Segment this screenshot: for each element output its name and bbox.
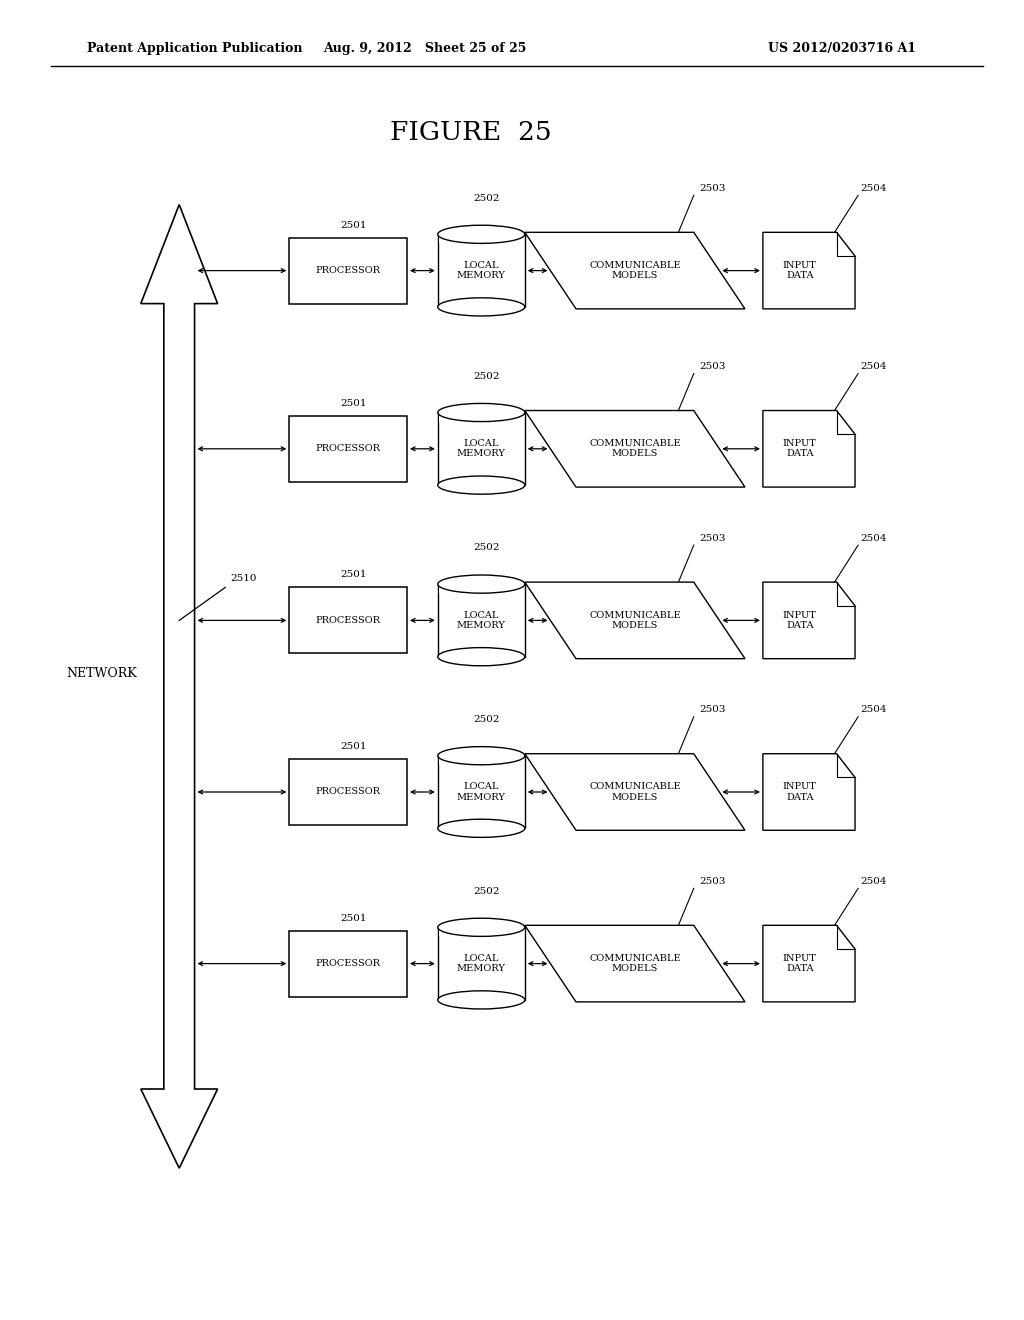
- Text: 2501: 2501: [340, 399, 367, 408]
- Ellipse shape: [438, 747, 524, 764]
- Text: 2504: 2504: [860, 876, 887, 886]
- Text: 2501: 2501: [340, 913, 367, 923]
- Ellipse shape: [438, 404, 524, 421]
- Bar: [438, 927, 524, 1001]
- Text: FIGURE  25: FIGURE 25: [390, 120, 552, 144]
- Text: INPUT
DATA: INPUT DATA: [782, 611, 817, 630]
- Ellipse shape: [438, 226, 524, 243]
- Text: 2502: 2502: [473, 544, 500, 552]
- Text: LOCAL
MEMORY: LOCAL MEMORY: [457, 783, 506, 801]
- Ellipse shape: [438, 298, 524, 315]
- Text: COMMUNICABLE
MODELS: COMMUNICABLE MODELS: [589, 783, 681, 801]
- Text: Patent Application Publication: Patent Application Publication: [87, 42, 302, 55]
- Bar: [290, 931, 408, 997]
- Ellipse shape: [438, 477, 524, 494]
- Ellipse shape: [438, 648, 524, 665]
- Ellipse shape: [438, 991, 524, 1008]
- Text: INPUT
DATA: INPUT DATA: [782, 440, 817, 458]
- Text: 2502: 2502: [473, 372, 500, 380]
- Text: COMMUNICABLE
MODELS: COMMUNICABLE MODELS: [589, 954, 681, 973]
- Text: 2503: 2503: [698, 183, 725, 193]
- Text: 2504: 2504: [860, 183, 887, 193]
- Polygon shape: [524, 754, 745, 830]
- Text: COMMUNICABLE
MODELS: COMMUNICABLE MODELS: [589, 440, 681, 458]
- Ellipse shape: [438, 576, 524, 593]
- Text: Aug. 9, 2012   Sheet 25 of 25: Aug. 9, 2012 Sheet 25 of 25: [324, 42, 526, 55]
- Ellipse shape: [438, 820, 524, 837]
- Bar: [438, 755, 523, 764]
- Bar: [438, 412, 523, 421]
- Polygon shape: [763, 925, 855, 1002]
- Polygon shape: [763, 232, 855, 309]
- Text: 2503: 2503: [698, 705, 725, 714]
- Text: 2504: 2504: [860, 533, 887, 543]
- Text: LOCAL
MEMORY: LOCAL MEMORY: [457, 440, 506, 458]
- Text: 2504: 2504: [860, 362, 887, 371]
- Text: NETWORK: NETWORK: [67, 667, 137, 680]
- Bar: [438, 583, 524, 656]
- Text: 2501: 2501: [340, 570, 367, 579]
- Polygon shape: [140, 205, 217, 1168]
- Polygon shape: [524, 925, 745, 1002]
- Text: 2501: 2501: [340, 220, 367, 230]
- Text: COMMUNICABLE
MODELS: COMMUNICABLE MODELS: [589, 611, 681, 630]
- Text: 2501: 2501: [340, 742, 367, 751]
- Text: INPUT
DATA: INPUT DATA: [782, 954, 817, 973]
- Bar: [290, 587, 408, 653]
- Polygon shape: [524, 411, 745, 487]
- Text: PROCESSOR: PROCESSOR: [315, 267, 381, 275]
- Text: LOCAL
MEMORY: LOCAL MEMORY: [457, 954, 506, 973]
- Text: 2504: 2504: [860, 705, 887, 714]
- Text: PROCESSOR: PROCESSOR: [315, 616, 381, 624]
- Polygon shape: [763, 411, 855, 487]
- Text: INPUT
DATA: INPUT DATA: [782, 261, 817, 280]
- Bar: [438, 234, 524, 306]
- Bar: [438, 583, 523, 593]
- Text: US 2012/0203716 A1: US 2012/0203716 A1: [768, 42, 916, 55]
- Text: INPUT
DATA: INPUT DATA: [782, 783, 817, 801]
- Polygon shape: [524, 232, 745, 309]
- Bar: [290, 759, 408, 825]
- Bar: [438, 232, 523, 243]
- Text: PROCESSOR: PROCESSOR: [315, 788, 381, 796]
- Bar: [438, 925, 523, 936]
- Text: 2502: 2502: [473, 194, 500, 202]
- Text: 2503: 2503: [698, 362, 725, 371]
- Text: PROCESSOR: PROCESSOR: [315, 960, 381, 968]
- Text: 2502: 2502: [473, 887, 500, 895]
- Polygon shape: [763, 582, 855, 659]
- Polygon shape: [524, 582, 745, 659]
- Polygon shape: [763, 754, 855, 830]
- Bar: [290, 416, 408, 482]
- Text: LOCAL
MEMORY: LOCAL MEMORY: [457, 611, 506, 630]
- Text: 2502: 2502: [473, 715, 500, 723]
- Text: 2503: 2503: [698, 533, 725, 543]
- Text: PROCESSOR: PROCESSOR: [315, 445, 381, 453]
- Bar: [290, 238, 408, 304]
- Text: LOCAL
MEMORY: LOCAL MEMORY: [457, 261, 506, 280]
- Bar: [438, 755, 524, 829]
- Bar: [438, 412, 524, 484]
- Text: 2510: 2510: [230, 574, 257, 583]
- Text: COMMUNICABLE
MODELS: COMMUNICABLE MODELS: [589, 261, 681, 280]
- Text: 2503: 2503: [698, 876, 725, 886]
- Ellipse shape: [438, 919, 524, 936]
